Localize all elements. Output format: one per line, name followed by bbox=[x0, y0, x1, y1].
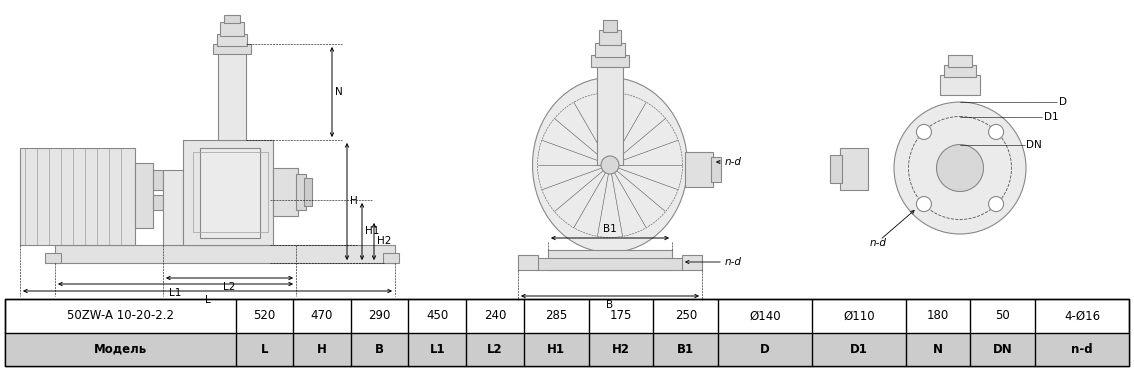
Text: B: B bbox=[607, 300, 613, 310]
Text: n-d: n-d bbox=[1072, 343, 1093, 356]
Bar bbox=[183, 140, 273, 245]
Bar bbox=[711, 157, 721, 182]
Ellipse shape bbox=[937, 144, 983, 191]
Text: Модель: Модель bbox=[94, 343, 147, 356]
Bar bbox=[830, 155, 843, 183]
Bar bbox=[135, 163, 153, 228]
Bar bbox=[273, 168, 298, 216]
Bar bbox=[304, 178, 312, 206]
Bar bbox=[948, 55, 972, 67]
Bar bbox=[153, 170, 163, 190]
Text: L2: L2 bbox=[223, 282, 236, 292]
Bar bbox=[548, 250, 672, 270]
Text: H: H bbox=[350, 197, 357, 207]
Text: 285: 285 bbox=[545, 309, 567, 322]
Bar bbox=[218, 50, 246, 140]
Bar bbox=[383, 253, 399, 263]
Bar bbox=[940, 75, 980, 95]
Text: D1: D1 bbox=[849, 343, 868, 356]
Text: H2: H2 bbox=[612, 343, 631, 356]
Bar bbox=[225, 15, 240, 23]
Ellipse shape bbox=[989, 197, 1004, 211]
Text: Ø110: Ø110 bbox=[843, 309, 874, 322]
Bar bbox=[682, 255, 702, 270]
Bar bbox=[518, 255, 538, 270]
Bar bbox=[538, 258, 683, 270]
Bar bbox=[56, 245, 395, 263]
Text: 470: 470 bbox=[311, 309, 333, 322]
Text: 180: 180 bbox=[926, 309, 949, 322]
Text: L: L bbox=[204, 295, 211, 305]
Text: 50ZW-A 10-20-2.2: 50ZW-A 10-20-2.2 bbox=[67, 309, 174, 322]
Bar bbox=[591, 55, 629, 67]
Ellipse shape bbox=[601, 156, 619, 174]
Bar bbox=[220, 22, 244, 36]
Text: DN: DN bbox=[993, 343, 1013, 356]
Text: L2: L2 bbox=[488, 343, 502, 356]
Bar bbox=[595, 43, 625, 57]
Bar bbox=[213, 44, 251, 54]
Bar bbox=[45, 253, 61, 263]
Bar bbox=[603, 20, 617, 32]
Bar bbox=[20, 148, 135, 245]
Bar bbox=[200, 148, 260, 238]
Text: D: D bbox=[1059, 97, 1067, 107]
Text: 450: 450 bbox=[426, 309, 448, 322]
Text: 240: 240 bbox=[484, 309, 506, 322]
Ellipse shape bbox=[533, 78, 687, 253]
Text: 250: 250 bbox=[675, 309, 697, 322]
Bar bbox=[685, 152, 713, 187]
Text: n-d: n-d bbox=[725, 257, 742, 267]
Text: 290: 290 bbox=[369, 309, 391, 322]
Text: H1: H1 bbox=[548, 343, 565, 356]
Text: B1: B1 bbox=[603, 224, 617, 234]
Text: 50: 50 bbox=[996, 309, 1010, 322]
Text: N: N bbox=[335, 87, 342, 97]
Text: n-d: n-d bbox=[725, 157, 742, 167]
Text: N: N bbox=[933, 343, 943, 356]
Text: n-d: n-d bbox=[870, 238, 887, 248]
Text: D1: D1 bbox=[1044, 112, 1059, 122]
Text: D: D bbox=[760, 343, 770, 356]
Text: B: B bbox=[375, 343, 384, 356]
Ellipse shape bbox=[916, 124, 931, 139]
Text: H2: H2 bbox=[376, 236, 391, 246]
Bar bbox=[840, 148, 868, 190]
Bar bbox=[5, 332, 1129, 366]
Bar bbox=[5, 299, 1129, 366]
Ellipse shape bbox=[989, 124, 1004, 139]
Text: 520: 520 bbox=[253, 309, 276, 322]
Text: 175: 175 bbox=[610, 309, 633, 322]
Text: 4-Ø16: 4-Ø16 bbox=[1064, 309, 1100, 322]
Bar bbox=[193, 152, 268, 232]
Bar bbox=[163, 170, 183, 245]
Bar bbox=[296, 174, 306, 210]
Bar bbox=[153, 195, 163, 210]
Text: H: H bbox=[318, 343, 327, 356]
Text: Ø140: Ø140 bbox=[750, 309, 781, 322]
Text: L1: L1 bbox=[430, 343, 446, 356]
Text: H1: H1 bbox=[365, 227, 380, 236]
Bar bbox=[943, 65, 976, 77]
Text: L: L bbox=[261, 343, 268, 356]
Bar bbox=[599, 30, 621, 45]
Text: B1: B1 bbox=[677, 343, 694, 356]
Bar bbox=[217, 34, 247, 46]
Ellipse shape bbox=[894, 102, 1026, 234]
Text: L1: L1 bbox=[169, 288, 181, 298]
Text: DN: DN bbox=[1026, 140, 1042, 150]
Ellipse shape bbox=[916, 197, 931, 211]
Bar bbox=[596, 65, 623, 165]
